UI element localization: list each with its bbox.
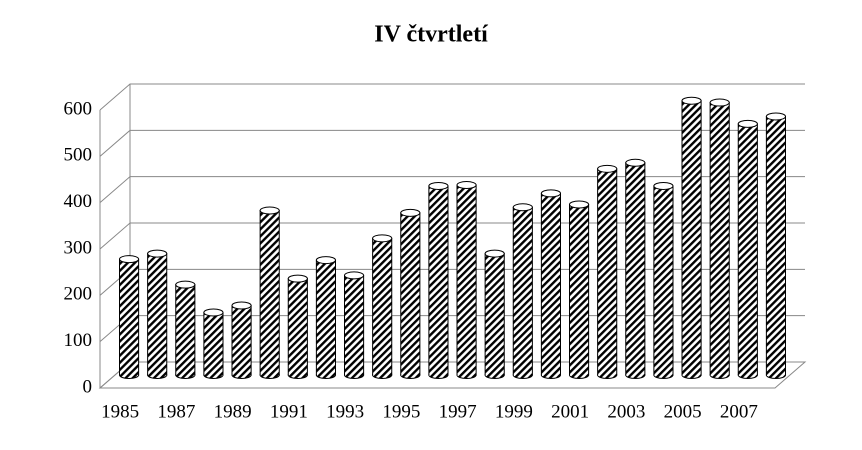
bar-fill [570, 374, 589, 376]
bar-cap [709, 98, 730, 107]
bar [400, 212, 421, 376]
y-tick-label: 600 [64, 98, 93, 119]
bar-fill [316, 374, 335, 376]
bar-cap [203, 308, 224, 317]
bar-fill [598, 374, 617, 376]
bar-fill [485, 374, 504, 376]
bar-cap [287, 274, 308, 283]
grid-line [99, 129, 805, 157]
bar-cap [147, 249, 168, 258]
x-tick-label: 2005 [664, 401, 702, 422]
bar [231, 305, 252, 376]
bar-fill [232, 374, 251, 376]
x-tick-label: 1997 [439, 401, 477, 422]
bar [512, 206, 533, 376]
x-tick-label: 1987 [157, 401, 195, 422]
bar [765, 115, 786, 376]
bar [709, 102, 730, 376]
bar-fill [176, 374, 195, 376]
bar [315, 259, 336, 376]
chart-title: IV čtvrtletí [374, 22, 488, 48]
bar-cap [569, 200, 590, 209]
bar-cap [484, 249, 505, 258]
bar-fill [682, 374, 701, 376]
y-tick-label: 300 [64, 237, 93, 258]
x-tick-label: 1999 [495, 401, 533, 422]
bar-fill [260, 374, 279, 376]
bar-cap [428, 181, 449, 190]
bar [147, 253, 168, 376]
bar-cap [315, 256, 336, 265]
bar-cap [119, 255, 140, 264]
bar-fill [429, 374, 448, 376]
bar [540, 192, 561, 376]
bar-fill [288, 374, 307, 376]
bar-cap [231, 301, 252, 310]
grid-line [99, 176, 805, 204]
bar [203, 311, 224, 376]
bar [597, 168, 618, 376]
bar-fill [401, 374, 420, 376]
bar-cap [597, 164, 618, 173]
bar [625, 162, 646, 376]
bar-cap [344, 271, 365, 280]
bar-fill [541, 374, 560, 376]
bar [653, 185, 674, 376]
y-tick-label: 0 [83, 376, 93, 397]
bar [175, 284, 196, 376]
x-tick-label: 2001 [551, 401, 589, 422]
bar-cap [540, 189, 561, 198]
bar [484, 253, 505, 376]
x-tick-label: 2007 [720, 401, 758, 422]
bar-cap [456, 181, 477, 190]
x-tick-label: 1995 [382, 401, 420, 422]
bar-cap [372, 234, 393, 243]
bar-cap [765, 112, 786, 121]
bar-fill [345, 374, 364, 376]
y-tick-label: 400 [64, 191, 93, 212]
bar-fill [457, 374, 476, 376]
bar-cap [737, 119, 758, 128]
bar [344, 274, 365, 376]
bar-fill [120, 374, 139, 376]
bar-cap [653, 181, 674, 190]
bar [737, 123, 758, 376]
bar-cap [512, 203, 533, 212]
bar-fill [373, 374, 392, 376]
y-tick-label: 500 [64, 145, 93, 166]
bar [259, 210, 280, 376]
bar [456, 184, 477, 376]
bar [681, 100, 702, 376]
grid-line [99, 83, 805, 111]
y-tick-label: 100 [64, 330, 93, 351]
x-tick-label: 1985 [101, 401, 139, 422]
bar-cap [681, 96, 702, 105]
bar [372, 237, 393, 376]
bar-fill [204, 374, 223, 376]
x-tick-label: 2003 [607, 401, 645, 422]
bar-fill [148, 374, 167, 376]
bar-cap [400, 208, 421, 217]
x-tick-label: 1989 [214, 401, 252, 422]
x-tick-label: 1991 [270, 401, 308, 422]
bar-fill [738, 374, 757, 376]
bar-cap [175, 280, 196, 289]
bar [569, 203, 590, 376]
bar-fill [654, 374, 673, 376]
bar-fill [513, 374, 532, 376]
x-tick-label: 1993 [326, 401, 364, 422]
bar-cap [625, 158, 646, 167]
bar-fill [626, 374, 645, 376]
bar-fill [766, 374, 785, 376]
bar [119, 258, 140, 376]
bar [428, 185, 449, 376]
bar-fill [710, 374, 729, 376]
bar [287, 278, 308, 376]
bar-cap [259, 206, 280, 215]
y-tick-label: 200 [64, 284, 93, 305]
